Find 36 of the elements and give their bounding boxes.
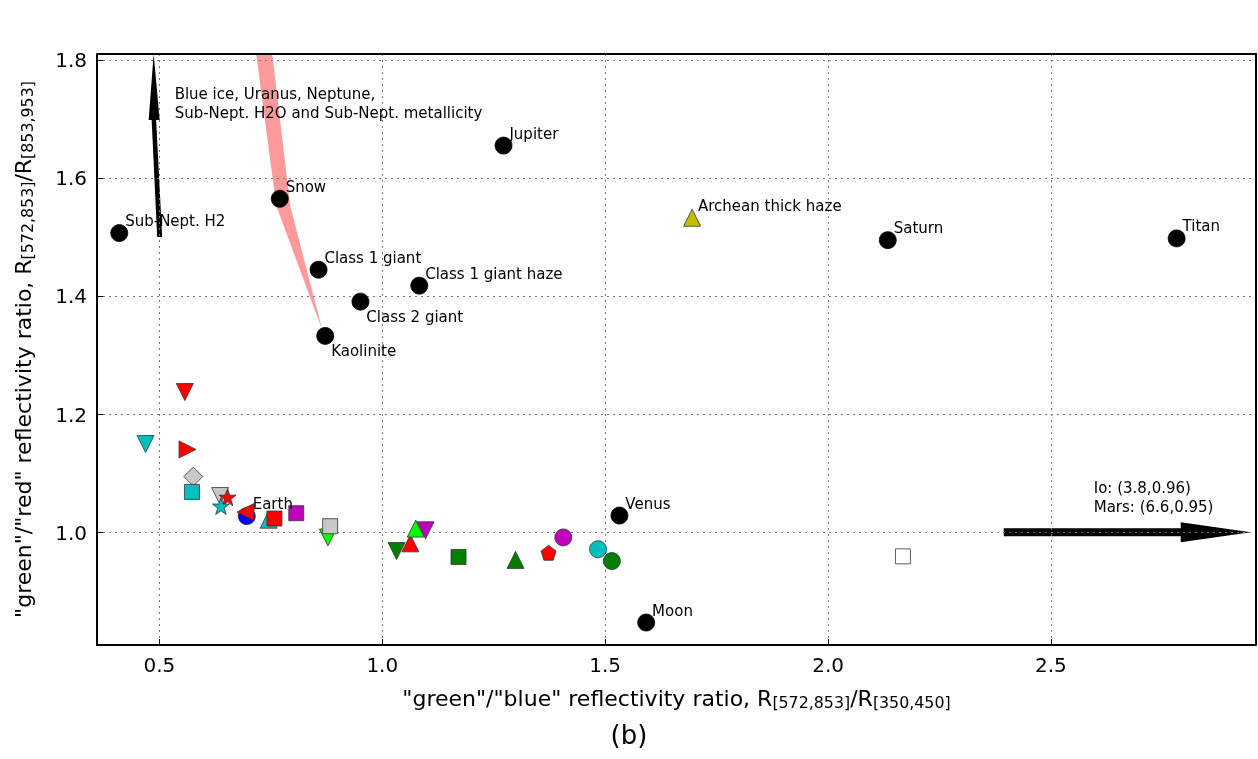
x-tick-label: 0.5 [143, 653, 176, 677]
point [351, 292, 370, 311]
point [1167, 229, 1186, 248]
data-label: Jupiter [508, 124, 560, 143]
text: (b) [610, 720, 648, 750]
data-label: Moon [652, 601, 693, 620]
data-label: Saturn [893, 219, 944, 238]
data-label: Titan [1181, 217, 1221, 236]
data-label: Venus [625, 494, 671, 513]
data-label: Earth [252, 495, 293, 514]
annotation: Io: (3.8,0.96) Mars: (6.6,0.95) [1093, 478, 1214, 516]
y-tick-label: 1.0 [55, 520, 87, 545]
x-tick-label: 2.0 [812, 653, 844, 677]
y-tick-label: 1.8 [55, 47, 87, 72]
point [540, 544, 557, 561]
y-axis-title: "green"/"red" reflectivity ratio, R[572,853]/R[853,953] [10, 81, 37, 618]
data-label: Class 1 giant [324, 248, 422, 267]
x-tick-label: 1.0 [366, 653, 399, 677]
point [178, 440, 197, 459]
point [316, 327, 335, 345]
data-label: Snow [285, 177, 327, 196]
data-label: Class 1 giant haze [425, 264, 563, 283]
annotation: Blue ice, Uranus, Neptune, Sub-Nept. H2O and Sub-Nept. metallicity [174, 84, 483, 122]
y-tick-label: 1.4 [55, 284, 87, 309]
y-tick-label: 1.2 [55, 402, 87, 427]
x-axis-title: "green"/"blue" reflectivity ratio, R[572,853]/R[350,450] [402, 686, 951, 713]
point [878, 231, 897, 250]
point [895, 548, 911, 565]
point [183, 466, 204, 487]
data-label: Class 2 giant [366, 307, 464, 326]
x-tick-label: 1.5 [589, 653, 622, 677]
y-tick-label: 1.6 [55, 166, 87, 191]
data-label: Kaolinite [331, 341, 397, 360]
data-label: Archean thick haze [698, 196, 842, 215]
x-tick-label: 2.5 [1035, 653, 1067, 677]
point [236, 503, 255, 521]
